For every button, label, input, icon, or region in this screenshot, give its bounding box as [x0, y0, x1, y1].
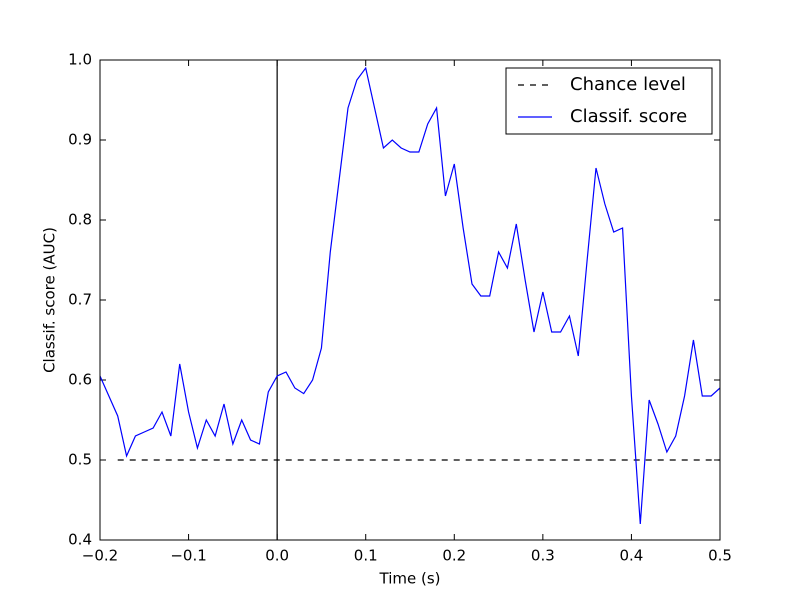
x-tick-label: −0.1 — [170, 547, 206, 565]
y-tick-label: 0.6 — [68, 371, 92, 389]
y-tick-label: 0.8 — [68, 211, 92, 229]
x-tick-label: 0.2 — [442, 547, 466, 565]
x-tick-label: 0.1 — [354, 547, 378, 565]
x-tick-label: 0.4 — [619, 547, 643, 565]
x-tick-label: 0.3 — [531, 547, 555, 565]
x-tick-label: 0.5 — [708, 547, 732, 565]
legend: Chance level Classif. score — [505, 67, 713, 135]
y-tick-label: 1.0 — [68, 51, 92, 69]
y-tick-label: 0.4 — [68, 531, 92, 549]
x-tick-label: −0.2 — [82, 547, 118, 565]
series-line — [99, 66, 721, 525]
x-tick-label: 0.0 — [265, 547, 289, 565]
legend-label: Chance level — [570, 74, 686, 95]
legend-label: Classif. score — [570, 106, 687, 127]
y-tick-label: 0.7 — [68, 291, 92, 309]
plot-frame — [99, 59, 721, 541]
y-tick-label: 0.9 — [68, 131, 92, 149]
legend-box — [505, 67, 713, 135]
y-axis-label: Classif. score (AUC) — [41, 227, 59, 373]
y-tick-label: 0.5 — [68, 451, 92, 469]
x-axis-label: Time (s) — [379, 570, 441, 588]
